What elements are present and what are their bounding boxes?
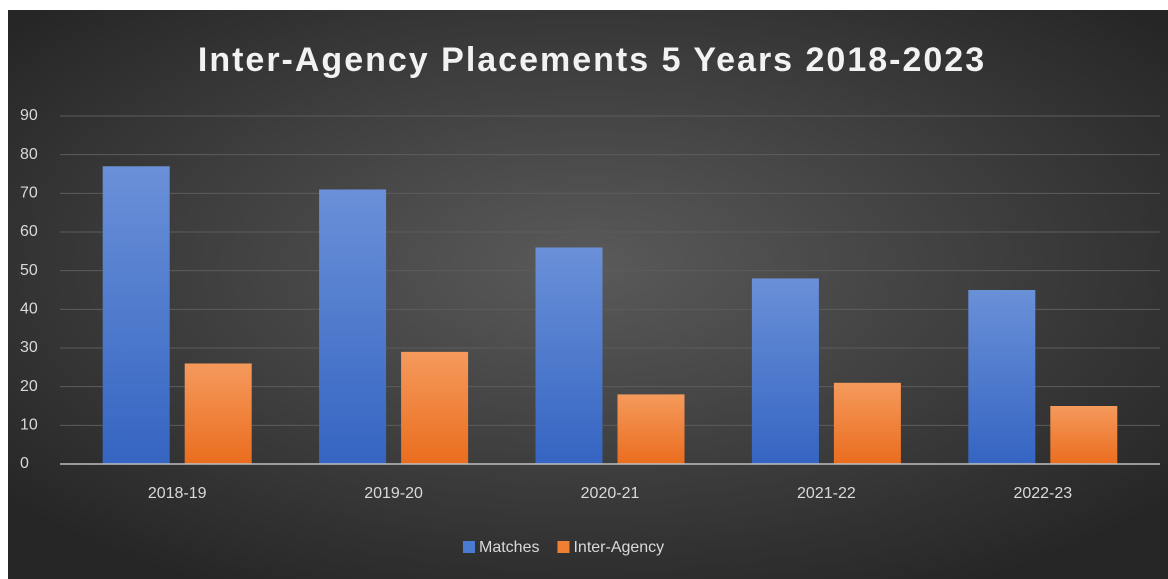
bar bbox=[102, 166, 170, 464]
bar bbox=[968, 290, 1036, 464]
x-tick-label: 2018-19 bbox=[148, 485, 207, 502]
bar bbox=[319, 189, 387, 464]
bar bbox=[401, 351, 469, 464]
y-tick-label: 80 bbox=[20, 146, 38, 163]
y-tick-label: 90 bbox=[20, 107, 38, 124]
legend-label: Matches bbox=[479, 539, 539, 556]
y-tick-label: 70 bbox=[20, 185, 38, 202]
y-tick-label: 30 bbox=[20, 339, 38, 356]
bar bbox=[833, 382, 901, 464]
x-tick-label: 2020-21 bbox=[581, 485, 640, 502]
chart-title: Inter-Agency Placements 5 Years 2018-202… bbox=[198, 41, 986, 79]
bar bbox=[535, 247, 603, 464]
x-tick-label: 2022-23 bbox=[1013, 485, 1072, 502]
y-tick-label: 50 bbox=[20, 262, 38, 279]
y-tick-label: 0 bbox=[20, 455, 29, 472]
legend-swatch bbox=[463, 541, 475, 553]
x-tick-label: 2021-22 bbox=[797, 485, 856, 502]
bar bbox=[184, 363, 252, 464]
bar bbox=[617, 394, 685, 464]
y-tick-label: 60 bbox=[20, 223, 38, 240]
bar bbox=[751, 278, 819, 464]
y-tick-label: 10 bbox=[20, 417, 38, 434]
legend-swatch bbox=[557, 541, 570, 553]
y-tick-label: 20 bbox=[20, 378, 38, 395]
legend-label: Inter-Agency bbox=[573, 539, 664, 556]
bar bbox=[1050, 406, 1118, 464]
x-tick-label: 2019-20 bbox=[364, 485, 423, 502]
y-tick-label: 40 bbox=[20, 301, 38, 318]
